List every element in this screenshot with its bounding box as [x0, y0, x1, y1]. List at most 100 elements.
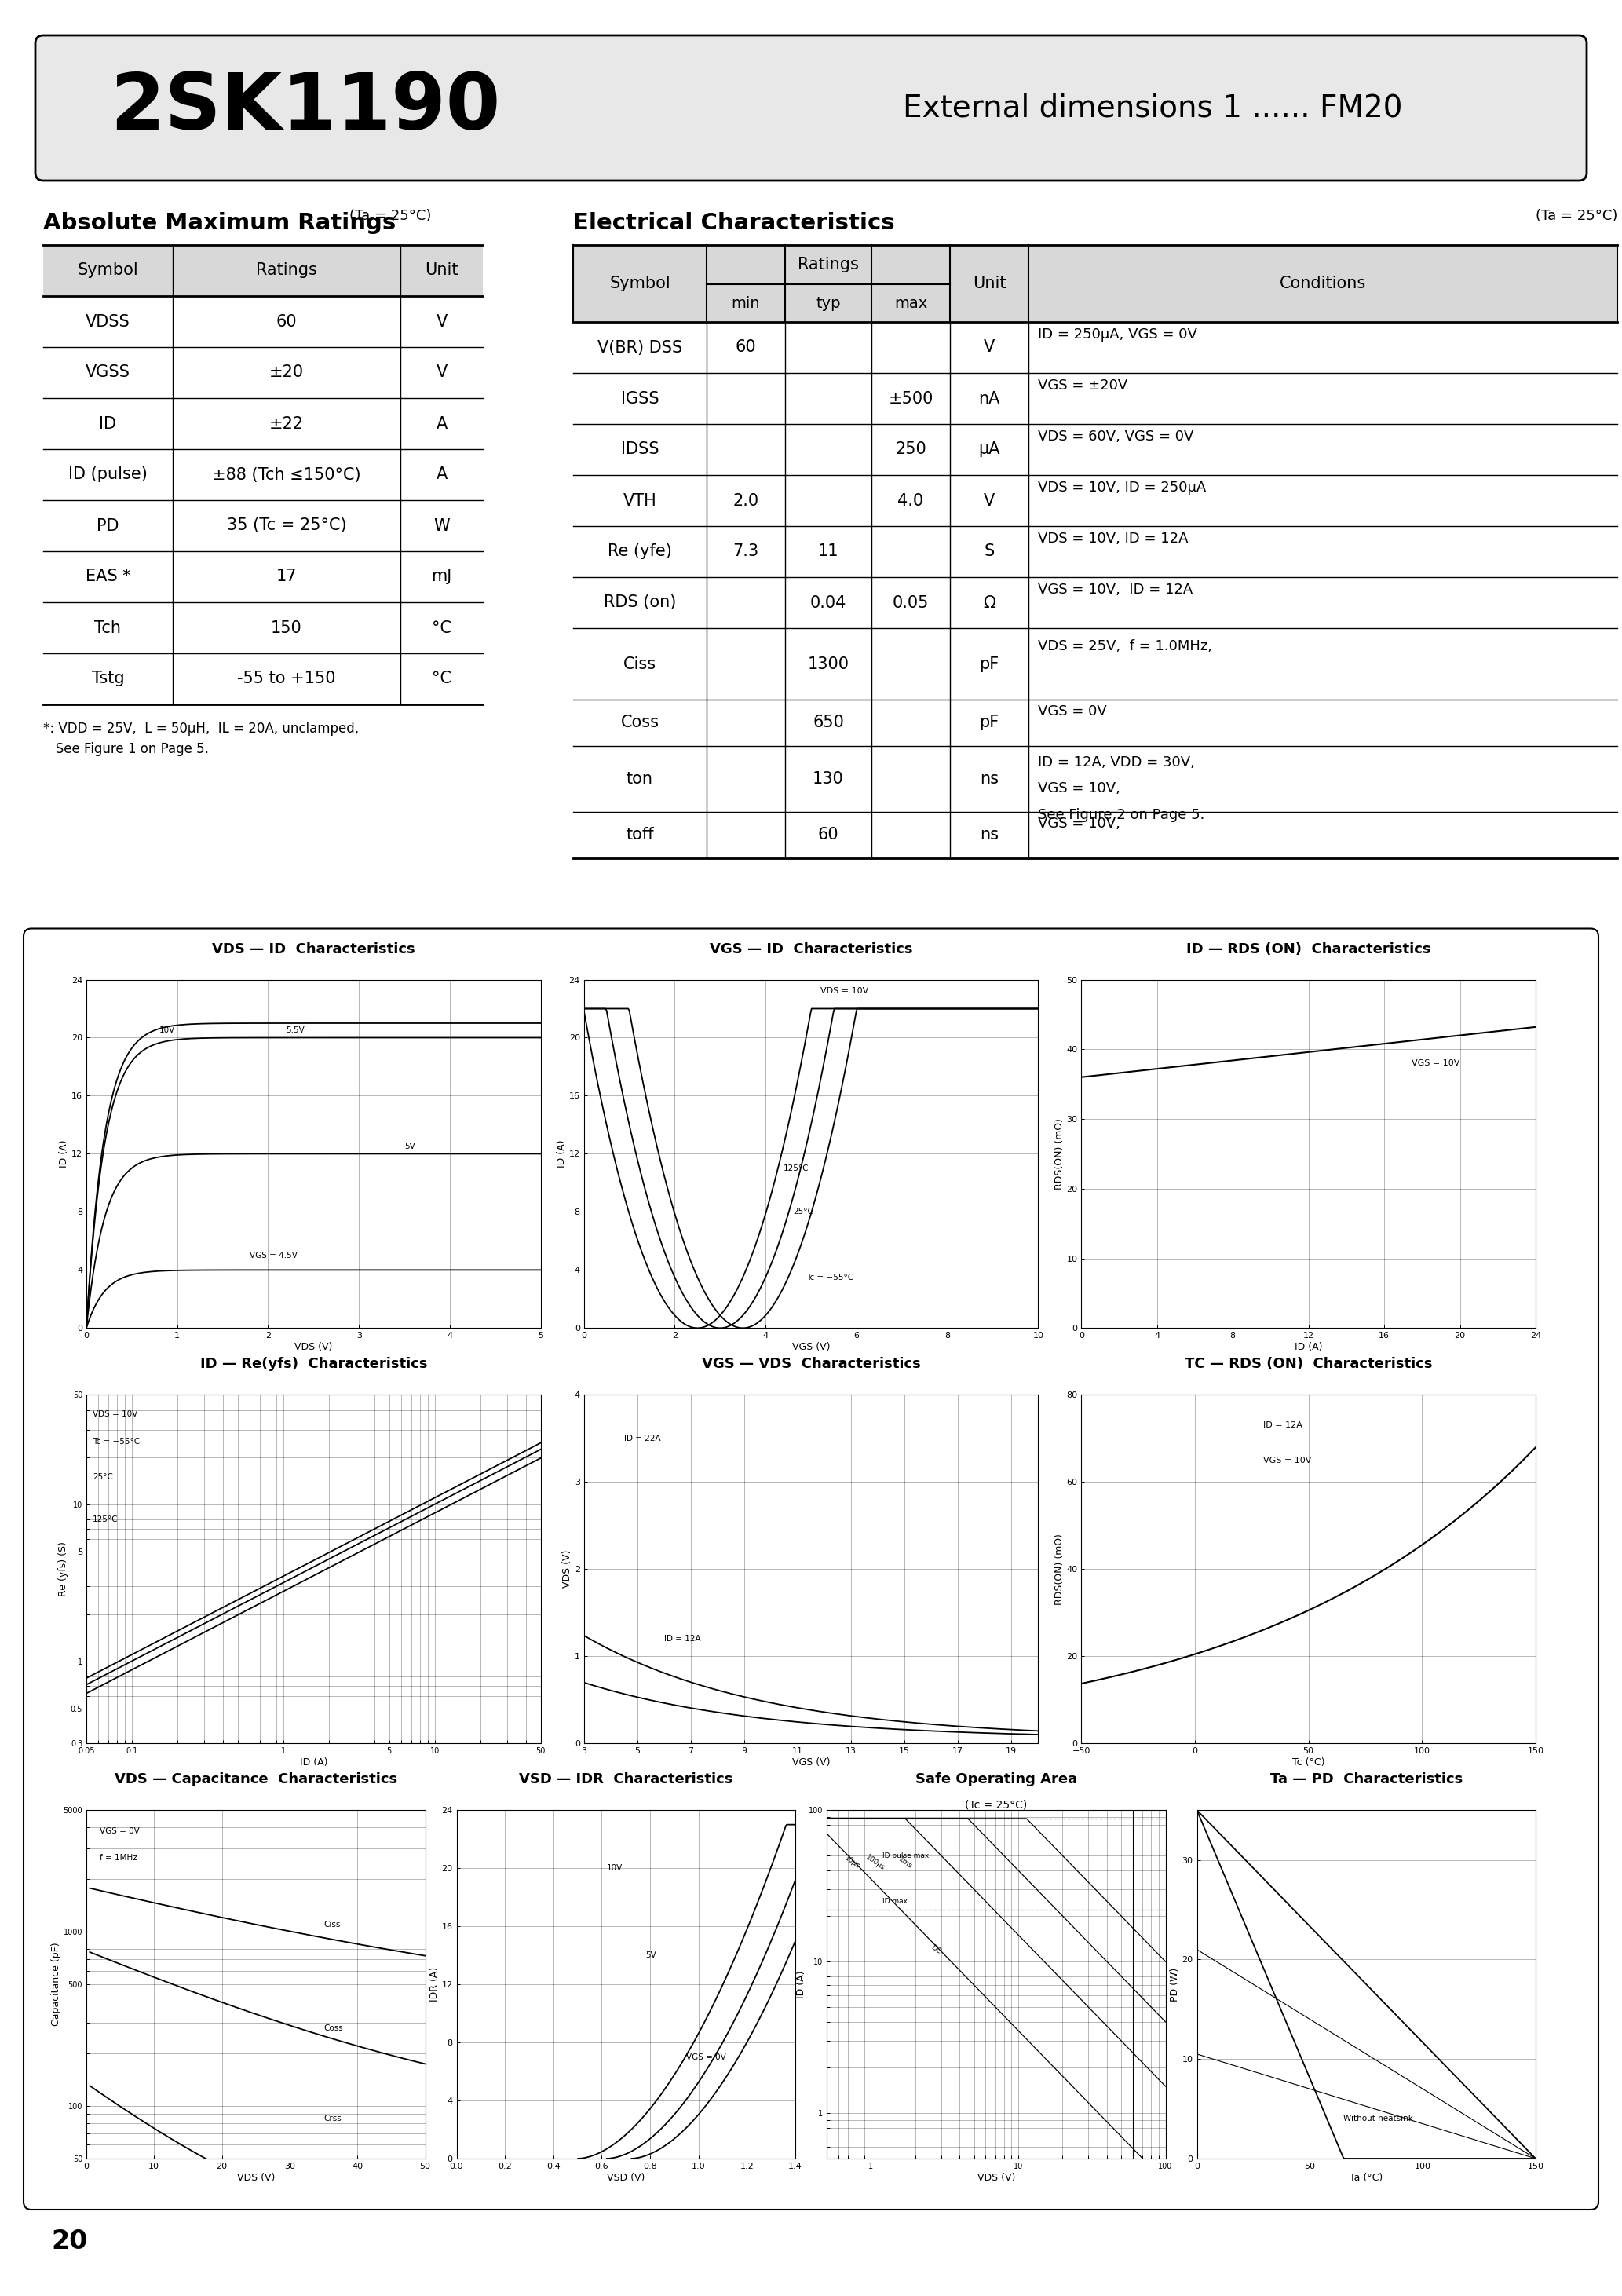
Coss	[279, 2011, 298, 2039]
Ciss	[415, 1942, 435, 1970]
Text: VDS — ID  Characteristics: VDS — ID Characteristics	[212, 941, 415, 955]
Text: ns: ns	[980, 827, 999, 843]
Text: TC — RDS (ON)  Characteristics: TC — RDS (ON) Characteristics	[1184, 1357, 1432, 1371]
Y-axis label: VDS (V): VDS (V)	[563, 1550, 573, 1589]
Text: ±88 (Tch ≤150°C): ±88 (Tch ≤150°C)	[212, 466, 362, 482]
Text: 25°C: 25°C	[793, 1208, 813, 1217]
Text: Tc = −55°C: Tc = −55°C	[806, 1274, 853, 1281]
Text: 25°C: 25°C	[92, 1474, 114, 1481]
Text: W: W	[433, 519, 449, 533]
Text: DC: DC	[929, 1945, 942, 1956]
Text: 10V: 10V	[159, 1026, 175, 1033]
Text: °C: °C	[431, 670, 451, 687]
Text: ±500: ±500	[889, 390, 933, 406]
Text: 5V: 5V	[404, 1143, 415, 1150]
Text: 0.05: 0.05	[892, 595, 929, 611]
Text: VGS = 10V,  ID = 12A: VGS = 10V, ID = 12A	[1038, 583, 1192, 597]
Text: Unit: Unit	[425, 262, 459, 278]
Text: Unit: Unit	[973, 276, 1006, 292]
Text: Ciss: Ciss	[623, 657, 657, 673]
Text: 11: 11	[817, 544, 839, 560]
Text: Ω: Ω	[983, 595, 996, 611]
Text: 7.3: 7.3	[733, 544, 759, 560]
Text: VGS — VDS  Characteristics: VGS — VDS Characteristics	[702, 1357, 920, 1371]
Y-axis label: ID (A): ID (A)	[796, 1970, 806, 1998]
Crss	[384, 2213, 404, 2241]
Text: VDS = 10V, ID = 250μA: VDS = 10V, ID = 250μA	[1038, 480, 1207, 496]
Text: V: V	[436, 365, 448, 381]
Text: Ciss: Ciss	[323, 1922, 341, 1929]
Text: A: A	[436, 416, 448, 432]
Text: ID = 12A, VDD = 30V,: ID = 12A, VDD = 30V,	[1038, 755, 1195, 769]
Ciss	[279, 1917, 298, 1945]
X-axis label: VGS (V): VGS (V)	[792, 1756, 830, 1768]
Text: 5V: 5V	[646, 1952, 655, 1958]
Text: V: V	[983, 340, 994, 356]
Coss	[285, 2014, 305, 2041]
Text: 125°C: 125°C	[92, 1515, 118, 1525]
Text: See Figure 2 on Page 5.: See Figure 2 on Page 5.	[1038, 808, 1205, 822]
Text: RDS (on): RDS (on)	[603, 595, 676, 611]
Coss	[415, 2050, 435, 2078]
Coss	[79, 1938, 99, 1965]
Y-axis label: IDR (A): IDR (A)	[430, 1968, 440, 2002]
Text: mJ: mJ	[431, 569, 453, 585]
Text: Symbol: Symbol	[610, 276, 670, 292]
Crss	[415, 2220, 435, 2248]
Text: 10μs: 10μs	[843, 1855, 861, 1871]
Line: Crss: Crss	[89, 2085, 425, 2234]
Text: VGS = 10V: VGS = 10V	[1264, 1456, 1311, 1465]
Text: VDS = 10V, ID = 12A: VDS = 10V, ID = 12A	[1038, 533, 1189, 546]
Text: VGS = 0V: VGS = 0V	[1038, 705, 1106, 719]
Text: See Figure 1 on Page 5.: See Figure 1 on Page 5.	[44, 742, 209, 755]
Text: Absolute Maximum Ratings: Absolute Maximum Ratings	[44, 211, 396, 234]
Text: ID max: ID max	[882, 1899, 908, 1906]
Text: 2.0: 2.0	[733, 494, 759, 507]
Ciss	[363, 1933, 383, 1961]
X-axis label: VDS (V): VDS (V)	[237, 2172, 274, 2183]
Text: IDSS: IDSS	[621, 441, 659, 457]
Text: ±20: ±20	[269, 365, 303, 381]
Text: VGS = 0V: VGS = 0V	[101, 1828, 139, 1835]
Bar	[44, 246, 483, 296]
Text: V: V	[436, 315, 448, 328]
Text: nA: nA	[978, 390, 999, 406]
X-axis label: ID (A): ID (A)	[1294, 1341, 1322, 1352]
Text: ID: ID	[99, 416, 117, 432]
Text: 250: 250	[895, 441, 926, 457]
Text: Re (yfe): Re (yfe)	[608, 544, 672, 560]
Text: 150: 150	[271, 620, 302, 636]
Text: ID = 12A: ID = 12A	[663, 1635, 701, 1642]
Y-axis label: PD (W): PD (W)	[1169, 1968, 1179, 2002]
Crss	[279, 2183, 298, 2211]
Text: 0.04: 0.04	[809, 595, 847, 611]
Ciss	[79, 1874, 99, 1901]
Text: External dimensions 1 ...... FM20: External dimensions 1 ...... FM20	[903, 94, 1403, 124]
X-axis label: VDS (V): VDS (V)	[976, 2172, 1015, 2183]
Text: ±22: ±22	[269, 416, 303, 432]
Text: VGS = 10V,: VGS = 10V,	[1038, 781, 1121, 797]
Text: VGS — ID  Characteristics: VGS — ID Characteristics	[709, 941, 913, 955]
Text: VGS = 0V: VGS = 0V	[686, 2053, 727, 2062]
Text: Electrical Characteristics: Electrical Characteristics	[573, 211, 895, 234]
Text: Ratings: Ratings	[798, 257, 858, 273]
Text: V(BR) DSS: V(BR) DSS	[597, 340, 683, 356]
Text: VDS = 10V: VDS = 10V	[821, 987, 868, 994]
Text: VDS — Capacitance  Characteristics: VDS — Capacitance Characteristics	[115, 1773, 397, 1786]
Text: Ratings: Ratings	[256, 262, 318, 278]
Coss	[81, 1938, 101, 1965]
X-axis label: VDS (V): VDS (V)	[295, 1341, 333, 1352]
Ciss	[81, 1874, 101, 1901]
Text: A: A	[436, 466, 448, 482]
Ciss	[285, 1919, 305, 1947]
Y-axis label: RDS(ON) (mΩ): RDS(ON) (mΩ)	[1054, 1118, 1064, 1189]
Text: 1ms: 1ms	[897, 1855, 913, 1869]
Y-axis label: Re (yfs) (S): Re (yfs) (S)	[58, 1541, 68, 1596]
X-axis label: VSD (V): VSD (V)	[607, 2172, 646, 2183]
Text: max: max	[894, 296, 928, 310]
Ciss	[279, 1917, 298, 1945]
Text: Coss: Coss	[621, 714, 659, 730]
Text: S: S	[985, 544, 994, 560]
Crss	[363, 2209, 383, 2236]
Coss	[384, 2041, 404, 2069]
